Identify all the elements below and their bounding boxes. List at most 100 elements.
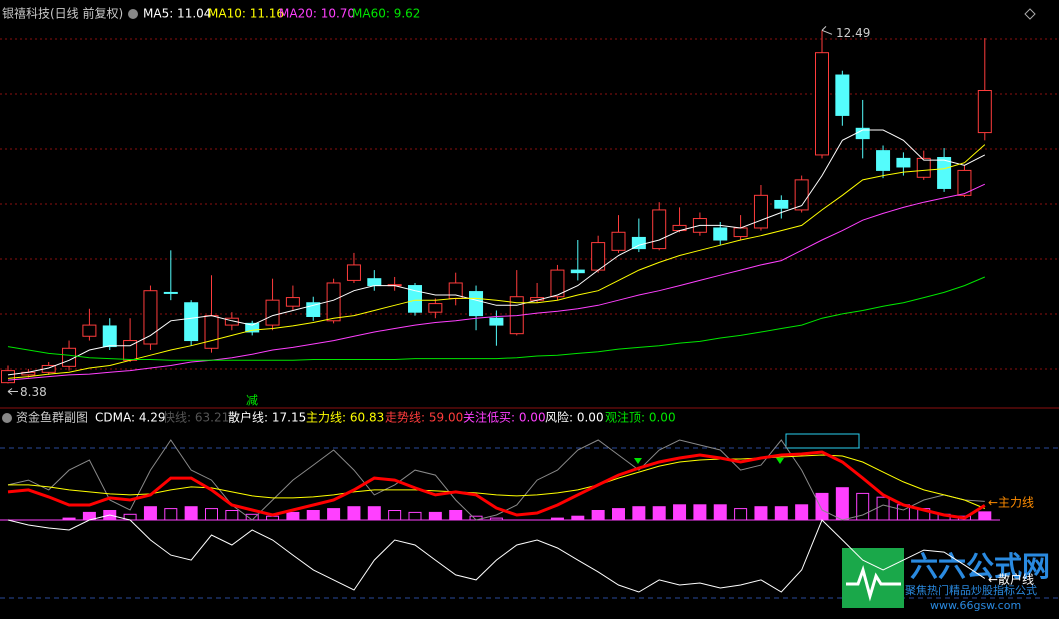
candle-body [469,291,484,317]
chart-title: 资金鱼群副图 [16,410,88,425]
indicator-bar [428,511,442,521]
logo-box [842,548,904,608]
legend-entry: 观注顶: 0.00 [605,410,676,425]
indicator-bar [612,508,625,521]
corner-icon[interactable] [1024,8,1036,20]
logo-icon [846,564,901,602]
indicator-bar [795,504,809,521]
annotation: 8.38 [20,385,47,399]
candle-body [102,325,117,348]
candle-body [794,179,809,211]
indicator-bar [876,496,890,521]
indicator-bar [632,506,646,521]
line-label: ←主力线 [988,496,1034,510]
candle-body [489,317,504,326]
series-line [7,514,986,593]
candle-body [896,157,911,168]
candle-body [570,269,585,274]
signal-arrow [634,458,642,464]
legend-entry: MA5: 11.04 [143,7,211,21]
indicator-bar [62,517,76,521]
indicator-bar [449,510,463,521]
legend-entry: MA10: 11.16 [208,7,284,21]
candle-body [774,199,789,209]
indicator-bar [225,510,239,521]
indicator-bar [693,504,707,521]
candle-body [591,242,606,271]
candle-body [224,317,239,326]
candle-body [408,285,422,313]
candle-body [143,290,158,345]
candle-body [265,299,280,326]
indicator-bar [408,511,422,521]
legend-entry: MA20: 10.70 [279,7,355,21]
annotation-arrow [7,388,18,395]
series-line [7,450,986,520]
indicator-bar [815,492,829,521]
indicator-bar [164,508,178,521]
candle-body [815,52,829,156]
legend-entry: 散户线: 17.15 [228,410,306,425]
chart-title: 银禧科技(日线 前复权) [2,6,123,21]
candle-body [753,194,768,229]
candle-body [346,264,361,281]
candle-body [611,231,626,251]
series-line [8,454,985,509]
candle-body [733,227,748,238]
legend-entry: 主力线: 60.83 [306,411,384,425]
grid [0,38,1059,370]
candle-body [82,324,97,337]
indicator-bar [184,506,198,521]
annotation-arrow [821,25,833,35]
annotation: 12.49 [836,26,870,40]
legend-entry: 快线: 63.21 [163,411,229,425]
indicator-bar [713,504,727,521]
legend-entry: 走势线: 59.00 [385,411,463,425]
candle-body [62,347,77,367]
candle-body [184,302,199,342]
indicator-bar [652,506,666,521]
indicator-bar [835,487,849,521]
candle-body [326,282,341,322]
candle-body [876,150,891,171]
watermark-subtitle: 聚焦热门精品炒股指标公式 [905,583,1037,597]
indicator-bar [591,510,605,521]
signal-box [785,433,860,449]
candle-body [977,89,992,134]
series-line [7,144,986,379]
legend-entry: MA60: 9.62 [352,7,420,21]
candle-body [631,236,646,250]
candle-body [916,157,931,178]
series-line [7,276,985,361]
candle-body [957,169,972,196]
watermark-url: www.66gsw.com [930,599,1021,612]
settings-icon[interactable] [2,413,12,423]
candle-body [245,322,260,333]
candle-body [428,303,443,313]
candle-body [1,370,15,384]
legend-entry: CDMA: 4.29 [95,411,166,425]
candle-body [713,227,728,241]
settings-icon[interactable] [128,9,138,19]
series-line [7,183,986,381]
indicator-bar [327,508,341,521]
candle-body [163,291,178,294]
indicator-bar [286,511,300,521]
signal-label: 减 [246,394,258,408]
candle-body [652,209,667,250]
indicator-bar [143,506,157,521]
candle-body [835,74,850,116]
indicator-bar [856,492,870,521]
indicator-bar [205,508,218,521]
series-line [7,129,986,376]
candle-body [937,157,952,189]
candle-body [285,297,300,307]
indicator-bar [673,504,687,521]
indicator-bar [367,506,381,521]
indicator-bar [774,506,788,521]
legend-entry: 关注低买: 0.00 [463,410,546,425]
indicator-bar [571,515,585,521]
